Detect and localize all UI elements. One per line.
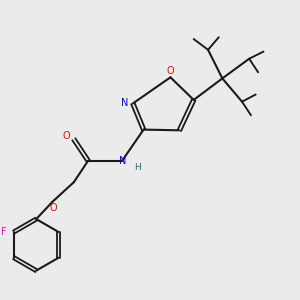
Text: H: H: [134, 164, 140, 172]
Text: O: O: [167, 66, 174, 76]
Text: O: O: [49, 203, 57, 213]
Text: N: N: [121, 98, 129, 109]
Text: N: N: [119, 157, 127, 166]
Text: O: O: [63, 131, 70, 141]
Text: F: F: [1, 227, 7, 237]
